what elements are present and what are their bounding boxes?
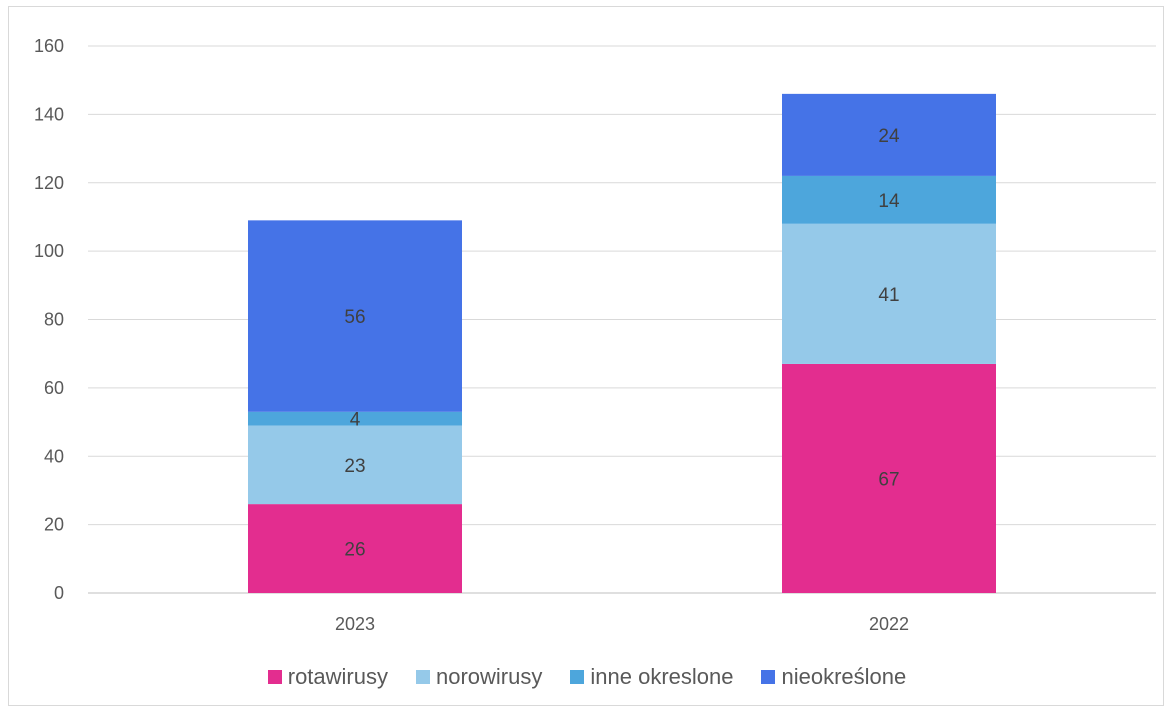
y-tick-label: 140 — [34, 104, 64, 124]
bar-segment — [248, 425, 462, 505]
bar-segment — [782, 175, 996, 224]
legend-label: nieokreślone — [781, 664, 907, 689]
bar-segment — [782, 93, 996, 176]
data-label: 26 — [344, 540, 365, 561]
legend-label: inne okreslone — [590, 664, 734, 689]
y-tick-label: 20 — [44, 515, 64, 535]
legend-swatch — [416, 670, 430, 684]
legend-swatch — [267, 670, 282, 684]
data-label: 67 — [878, 469, 899, 490]
x-axis-ticks: 2023 2022 — [335, 614, 909, 634]
bar-segment — [248, 411, 462, 426]
legend-item: inne okreslone — [570, 664, 733, 690]
legend-item: nieokreślone — [761, 664, 906, 690]
data-label: 41 — [878, 285, 899, 306]
y-tick-label: 160 — [34, 36, 64, 56]
x-tick-label: 2023 — [335, 614, 375, 634]
legend: rotawirusy norowirusy inne okreslone nieokr… — [0, 664, 1174, 690]
bars — [248, 93, 996, 593]
y-tick-label: 40 — [44, 446, 64, 466]
bar-segment — [782, 363, 996, 593]
y-tick-label: 100 — [34, 241, 64, 261]
y-axis-ticks: 0 20 40 60 80 100 120 140 160 — [34, 36, 64, 603]
legend-swatch — [570, 670, 585, 684]
data-labels: 26 23 4 56 67 41 14 24 — [344, 126, 900, 561]
y-tick-label: 80 — [44, 310, 64, 330]
y-tick-label: 120 — [34, 173, 64, 193]
legend-label: norowirusy — [436, 664, 543, 689]
data-label: 14 — [878, 191, 900, 212]
legend-item: norowirusy — [416, 664, 542, 690]
data-label: 24 — [878, 126, 900, 147]
x-tick-label: 2022 — [869, 614, 909, 634]
bar-segment — [248, 220, 462, 412]
data-label: 4 — [350, 410, 361, 431]
legend-label: rotawirusy — [287, 664, 388, 689]
bar-segment — [782, 223, 996, 364]
legend-swatch — [761, 670, 776, 684]
legend-item: rotawirusy — [267, 664, 388, 690]
y-tick-label: 0 — [54, 583, 64, 603]
bar-segment — [248, 504, 462, 593]
y-tick-label: 60 — [44, 378, 64, 398]
data-label: 23 — [344, 456, 365, 477]
data-label: 56 — [344, 307, 365, 328]
